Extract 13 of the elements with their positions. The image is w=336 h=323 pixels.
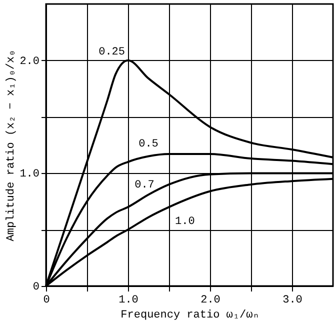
y-tick-label: 1.0: [20, 168, 40, 181]
series-label: 0.7: [134, 180, 154, 192]
series-label: 0.5: [138, 138, 158, 150]
x-tick-label: 1.0: [118, 294, 138, 306]
x-tick-label: 2.0: [200, 294, 220, 306]
x-tick-label: 3.0: [282, 294, 302, 306]
series-label: 0.25: [98, 46, 125, 58]
x-tick-label: 0: [43, 294, 50, 306]
y-axis-title: Amplitude ratio (x₂ − x₁)₀/x₀: [6, 50, 18, 242]
series-label: 1.0: [175, 216, 195, 228]
y-tick-label: 0: [32, 282, 40, 294]
x-axis-title: Frequency ratio ω₁/ωₙ: [120, 310, 260, 322]
y-tick-label: 2.0: [20, 56, 40, 68]
